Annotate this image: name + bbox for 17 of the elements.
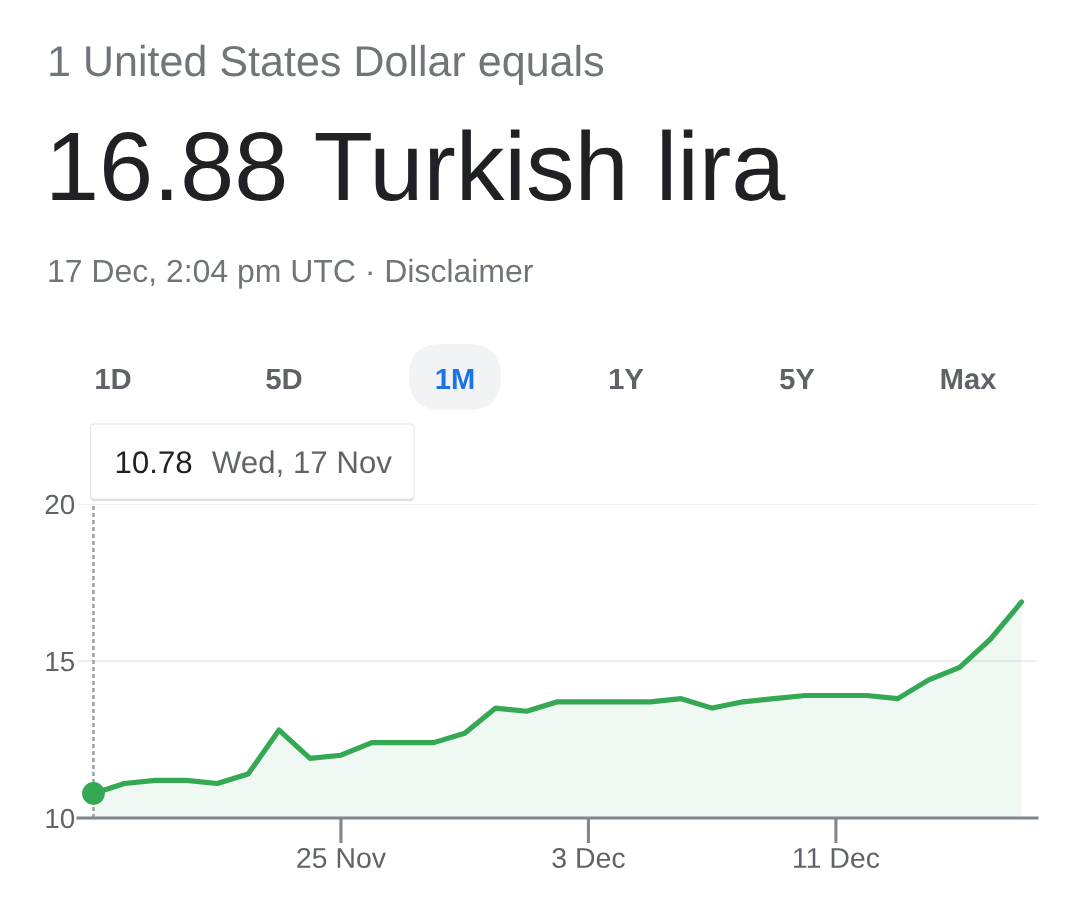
y-tick-label: 10 <box>46 808 75 829</box>
y-tick-label: 15 <box>46 651 75 672</box>
text: Max <box>941 368 997 390</box>
text: 5Y <box>780 368 815 390</box>
text: 1D <box>96 368 131 389</box>
text: 1Y <box>610 368 644 389</box>
chart-subtitle: 1 United States Dollar equals <box>50 44 604 85</box>
text: 1M <box>436 368 474 389</box>
text: Wed, 17 Nov <box>211 450 392 477</box>
y-tick-label: 20 <box>45 494 75 515</box>
text: 17 Dec, 2:04 pm UTC · Disclaimer <box>49 258 533 289</box>
x-tick-label: 25 Nov <box>297 847 386 869</box>
text: 10.78 <box>116 451 192 474</box>
x-tick-label: 3 Dec <box>552 847 625 869</box>
chart-title: 16.88 Turkish lira <box>52 129 786 201</box>
x-tick-label: 11 Dec <box>794 848 880 869</box>
text: 5D <box>266 368 302 390</box>
